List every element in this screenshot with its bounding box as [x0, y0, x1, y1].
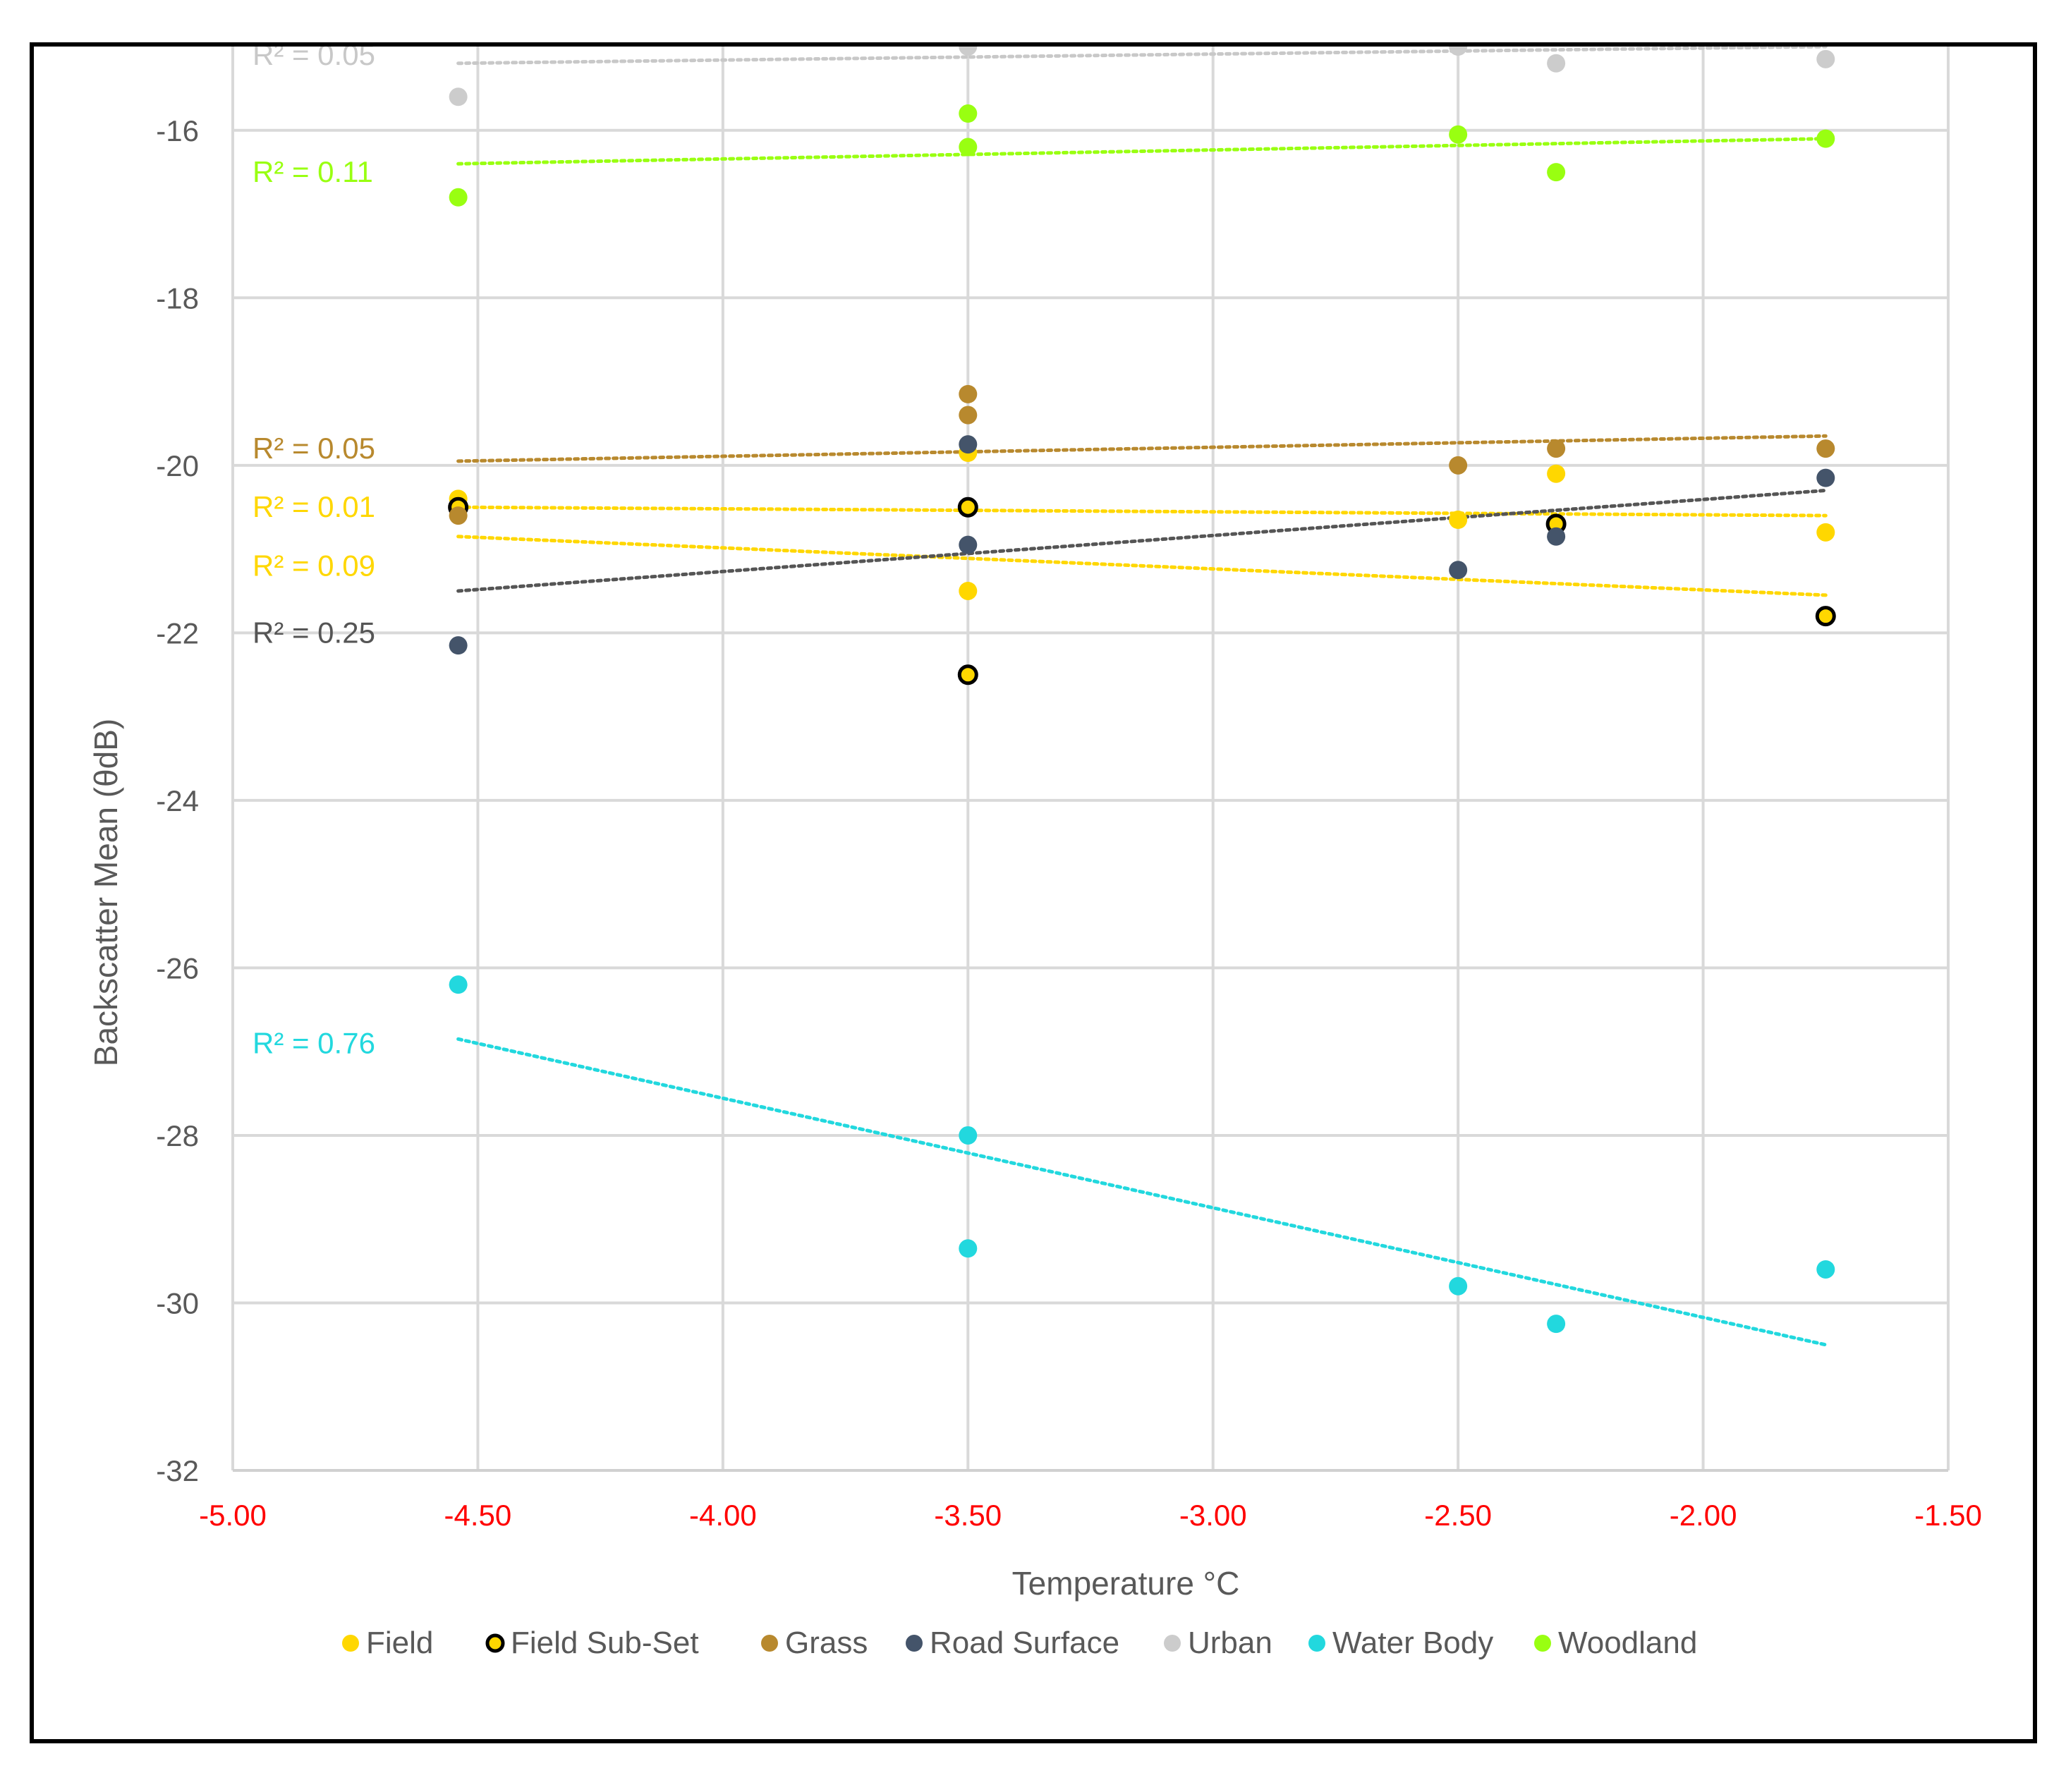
x-tick-label: -3.00: [1179, 1499, 1247, 1532]
chart-frame: -32 -30 -28 -26 -24 -22 -20 -18 -16 -5.00 -4.50 -4.…: [30, 42, 2037, 1743]
trendline-woodland: [456, 137, 1828, 166]
data-point-urban: [1547, 54, 1566, 73]
legend-label-water-body: Water Body: [1332, 1626, 1493, 1660]
data-point-road-surface: [449, 636, 468, 655]
data-point-grass: [1449, 456, 1468, 475]
data-point-water-body: [959, 1239, 978, 1258]
legend-label-urban: Urban: [1188, 1626, 1272, 1660]
trendline-layer: [456, 47, 1828, 1347]
data-point-grass: [1547, 439, 1566, 458]
data-point-grass: [449, 506, 468, 525]
data-point-urban: [959, 47, 978, 56]
legend-label-road-surface: Road Surface: [930, 1626, 1119, 1660]
data-point-woodland: [1816, 129, 1835, 148]
data-point-field: [1816, 523, 1835, 542]
x-tick-label: -3.50: [934, 1499, 1002, 1532]
data-point-water-body: [1449, 1276, 1468, 1296]
r2-label-grass: R² = 0.05: [253, 432, 375, 465]
r2-label-water-body: R² = 0.76: [253, 1026, 375, 1059]
data-point-field-sub-set: [957, 496, 978, 518]
r2-label-field-sub-set: R² = 0.09: [253, 549, 375, 582]
trendline-field-sub-set: [456, 535, 1828, 597]
data-point-field: [1449, 511, 1468, 530]
trendline-grass: [456, 434, 1828, 463]
data-point-urban: [1449, 47, 1468, 56]
data-point-grass: [959, 406, 978, 425]
legend-marker-water-body: [1308, 1635, 1325, 1652]
data-point-road-surface: [959, 535, 978, 554]
data-point-water-body: [1547, 1315, 1566, 1334]
data-point-water-body: [449, 975, 468, 994]
data-point-road-surface: [1816, 468, 1835, 487]
y-tick-label: -32: [156, 1454, 199, 1487]
y-tick-label: -18: [156, 281, 199, 315]
grid-layer: [231, 47, 1950, 1472]
data-point-woodland: [1547, 163, 1566, 182]
legend-label-field: Field: [366, 1626, 433, 1660]
legend-marker-road-surface: [906, 1635, 923, 1652]
legend-label-woodland: Woodland: [1558, 1626, 1697, 1660]
data-point-woodland: [959, 138, 978, 157]
data-point-road-surface: [1547, 527, 1566, 546]
legend-marker-grass: [761, 1635, 778, 1652]
x-tick-label: -1.50: [1914, 1499, 1982, 1532]
scatter-chart: -32 -30 -28 -26 -24 -22 -20 -18 -16 -5.00 -4.50 -4.…: [87, 47, 1982, 1660]
y-tick-label: -22: [156, 616, 199, 650]
trendline-field: [456, 505, 1828, 518]
x-tick-label: -5.00: [199, 1499, 267, 1532]
data-point-road-surface: [1449, 561, 1468, 580]
data-point-field: [1547, 464, 1566, 483]
trendline-urban: [456, 47, 1828, 66]
data-point-field-sub-set: [1815, 606, 1836, 627]
y-tick-label: -20: [156, 449, 199, 482]
legend-label-grass: Grass: [785, 1626, 868, 1660]
y-tick-label: -28: [156, 1119, 199, 1152]
data-point-grass: [1816, 439, 1835, 458]
trendline-road-surface: [456, 488, 1828, 593]
x-tick-label: -2.50: [1424, 1499, 1492, 1532]
r2-label-woodland: R² = 0.11: [253, 155, 373, 188]
data-point-field-sub-set: [957, 664, 978, 685]
data-point-urban: [1816, 49, 1835, 68]
legend: Field Field Sub-Set Grass Road Surface Urban…: [342, 1626, 1697, 1660]
legend-marker-urban: [1164, 1635, 1181, 1652]
x-axis-title: Temperature °C: [1012, 1565, 1240, 1602]
data-point-urban: [449, 87, 468, 106]
data-point-field: [959, 581, 978, 600]
data-point-water-body: [959, 1126, 978, 1145]
data-point-grass: [959, 384, 978, 403]
r2-label-field: R² = 0.01: [253, 490, 375, 523]
y-tick-label: -30: [156, 1286, 199, 1319]
legend-label-field-sub-set: Field Sub-Set: [511, 1626, 699, 1660]
data-point-woodland: [449, 188, 468, 207]
data-point-layer: [448, 47, 1836, 1334]
trendline-water-body: [456, 1037, 1828, 1347]
legend-marker-field-sub-set: [485, 1633, 505, 1653]
legend-marker-woodland: [1534, 1635, 1551, 1652]
r2-label-urban: R² = 0.05: [253, 47, 375, 71]
y-tick-label: -16: [156, 114, 199, 147]
data-point-water-body: [1816, 1260, 1835, 1279]
label-layer: -32 -30 -28 -26 -24 -22 -20 -18 -16 -5.00 -4.50 -4.…: [87, 47, 1982, 1602]
r2-label-road-surface: R² = 0.25: [253, 616, 375, 649]
x-tick-label: -4.00: [689, 1499, 757, 1532]
data-point-road-surface: [959, 435, 978, 454]
data-point-woodland: [1449, 125, 1468, 144]
x-tick-label: -2.00: [1670, 1499, 1737, 1532]
y-axis-title: Backscatter Mean (θdB): [87, 719, 124, 1066]
x-tick-label: -4.50: [444, 1499, 512, 1532]
y-tick-label: -24: [156, 784, 199, 817]
legend-marker-field: [342, 1635, 359, 1652]
y-tick-label: -26: [156, 951, 199, 985]
data-point-woodland: [959, 104, 978, 123]
